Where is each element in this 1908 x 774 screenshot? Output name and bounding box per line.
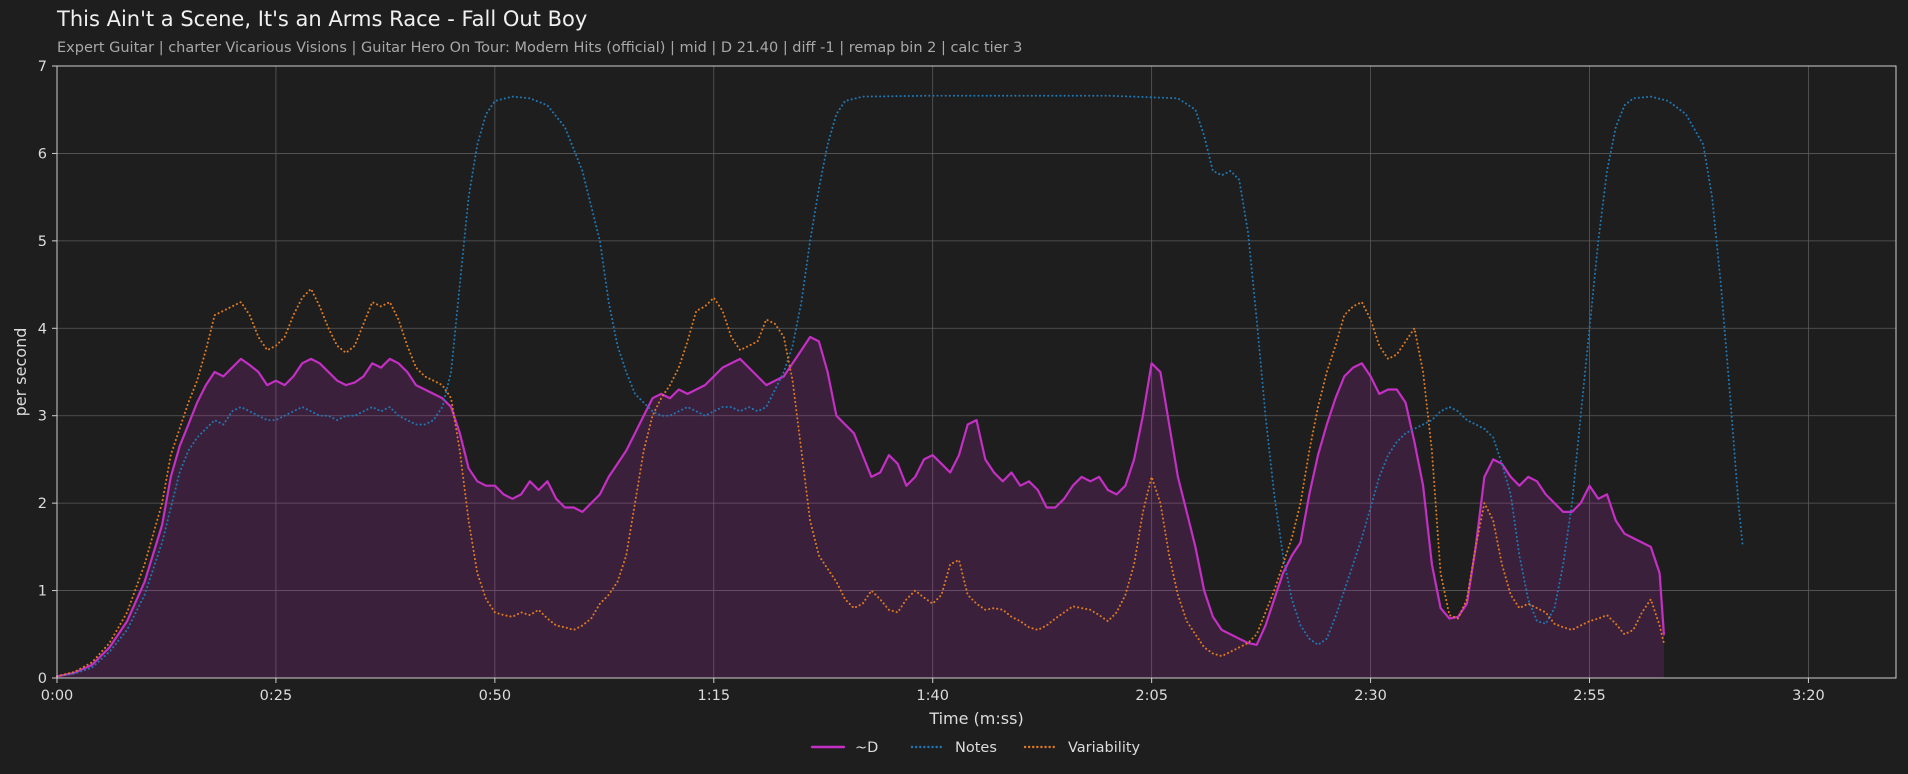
y-tick-label: 5 (38, 234, 47, 250)
x-tick-label: 0:25 (260, 688, 293, 704)
legend-label-d: ~D (855, 740, 878, 756)
y-tick-label: 0 (38, 671, 47, 687)
series-line-d (55, 335, 1665, 678)
axis-ticks: 0 1 2 3 4 5 6 7 0:00 0:25 0:50 1:15 1:40 2:05 2:30 2:55… (38, 59, 1825, 704)
legend-label-notes: Notes (955, 740, 997, 756)
series-group (55, 94, 1744, 678)
legend-label-variability: Variability (1068, 740, 1141, 756)
x-tick-label: 1:40 (916, 688, 949, 704)
y-tick-label: 3 (38, 409, 47, 425)
x-tick-label: 2:30 (1354, 688, 1387, 704)
chart-subtitle: Expert Guitar | charter Vicarious Vision… (57, 40, 1023, 56)
y-tick-label: 6 (38, 146, 47, 162)
y-tick-label: 4 (38, 321, 47, 337)
series-line-variability (56, 287, 1665, 678)
chart-title: This Ain't a Scene, It's an Arms Race - … (57, 7, 588, 31)
y-axis-title: per second (11, 328, 30, 417)
x-axis-title: Time (m:ss) (928, 709, 1023, 728)
x-tick-label: 2:05 (1135, 688, 1168, 704)
x-tick-label: 2:55 (1573, 688, 1606, 704)
x-tick-label: 0:00 (41, 688, 74, 704)
series-line-notes (56, 94, 1744, 678)
legend: ~D Notes Variability (810, 740, 1141, 756)
x-tick-label: 1:15 (698, 688, 731, 704)
x-tick-label: 3:20 (1792, 688, 1825, 704)
y-tick-label: 1 (38, 584, 47, 600)
y-tick-label: 2 (38, 496, 47, 512)
plot-frame (56, 65, 1897, 679)
y-tick-label: 7 (38, 59, 47, 75)
x-tick-label: 0:50 (479, 688, 512, 704)
series-area-d (57, 337, 1664, 678)
